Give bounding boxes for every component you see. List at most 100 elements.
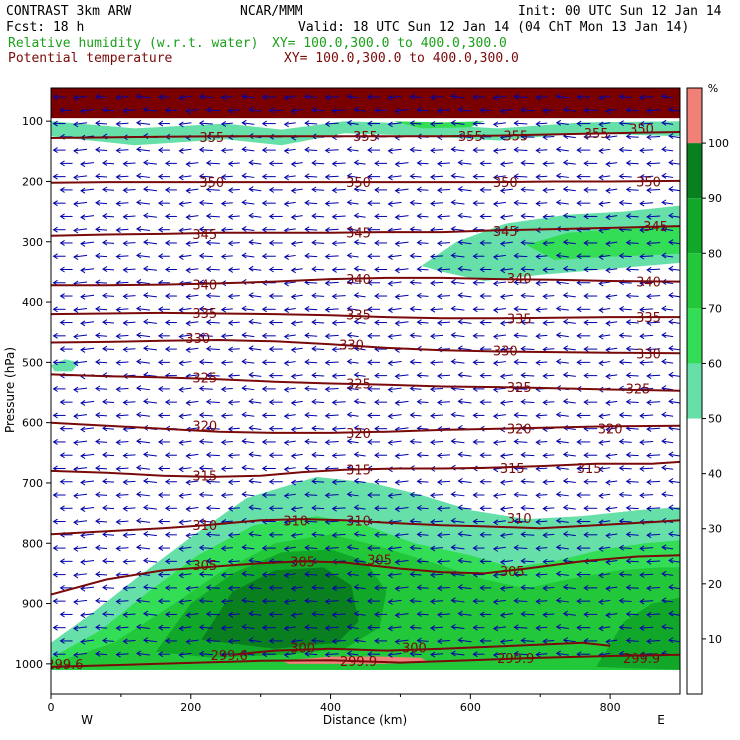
wind-vector-head [430,200,436,207]
wind-vector-head [220,598,227,605]
wind-vector-head [185,612,191,619]
wind-vector-head [513,544,519,551]
wind-vector-head [542,399,548,406]
wind-vector [249,188,262,192]
theta-contour-345 [51,225,680,237]
wind-vector [332,374,346,377]
wind-vector [80,506,95,510]
wind-vector [410,122,422,125]
wind-vector-head [367,598,373,605]
wind-vector-head [178,147,184,154]
wind-vector-head [583,611,589,618]
wind-vector [80,109,95,112]
wind-vector-head [178,174,184,181]
wind-vector-head [261,492,268,498]
wind-vector-head [80,346,86,353]
wind-vector [536,308,548,311]
wind-vector-head [220,465,227,472]
wind-vector-head [576,200,582,207]
wind-vector-head [142,398,149,405]
wind-vector-head [668,133,674,139]
wind-vector-head [472,94,478,100]
wind-vector-head [555,438,562,445]
wind-vector [556,440,569,444]
wind-vector [493,175,506,178]
wind-vector-head [479,107,485,114]
wind-vector-head [353,478,359,484]
wind-vector [347,201,359,205]
wind-vector-head [164,531,171,538]
wind-vector [249,427,262,430]
wind-vector-head [394,506,400,513]
wind-vector [563,639,576,643]
wind-vector-head [220,492,227,499]
wind-vector [514,255,528,258]
wind-vector-head [157,120,164,127]
wind-vector-head [157,147,164,154]
wind-vector-head [450,650,456,657]
wind-vector [354,427,366,430]
wind-vector [417,640,429,642]
wind-vector-head [248,318,254,325]
wind-vector [521,162,535,165]
wind-vector-head [437,320,443,326]
wind-vector-head [618,412,624,418]
wind-vector-head [479,266,485,273]
wind-vector [458,241,472,245]
wind-vector [136,546,151,550]
wind-vector-head [646,532,652,539]
wind-vector [669,135,680,139]
wind-vector [563,135,576,139]
wind-vector-head [499,638,506,645]
wind-vector-head [95,438,101,445]
wind-vector [417,586,429,589]
wind-vector-head [290,506,296,513]
wind-vector-head [562,159,569,166]
wind-vector [102,162,115,165]
wind-vector-head [618,438,624,445]
wind-vector [102,507,115,510]
wind-vector-head [520,372,526,379]
wind-vector [179,228,192,231]
wind-vector-head [205,611,212,617]
wind-vector [417,215,429,218]
wind-vector-head [227,585,234,592]
wind-vector [73,307,88,311]
wind-vector [430,441,444,443]
wind-vector-head [220,651,227,658]
wind-vector [521,348,535,350]
theta-contour-300 [232,641,611,656]
wind-vector [430,361,444,364]
wind-vector-head [625,319,631,326]
wind-vector-head [639,174,645,180]
wind-vector [325,494,339,496]
wind-vector-head [513,438,519,445]
wind-vector-head [472,147,478,154]
wind-vector [305,547,318,549]
wind-vector [493,652,506,656]
wind-vector [325,387,339,390]
wind-vector-head [52,651,58,658]
wind-vector [102,321,115,324]
wind-vector [493,387,506,391]
wind-vector-head [618,571,624,578]
wind-vector [619,414,632,417]
wind-vector-head [353,398,359,405]
wind-vector-head [95,412,101,418]
wind-vector [669,400,680,404]
wind-vector-head [283,519,289,526]
wind-vector-head [479,584,485,591]
wind-vector-head [241,332,247,338]
wind-vector-head [268,531,274,538]
wind-vector-head [394,585,400,592]
wind-vector-head [605,638,611,645]
wind-vector-head [367,332,373,339]
wind-vector [143,162,157,165]
wind-vector [312,242,325,244]
wind-vector [305,255,318,258]
wind-vector-head [346,305,352,312]
wind-vector-head [583,133,589,140]
wind-vector [179,493,192,497]
wind-vector-head [520,478,526,485]
